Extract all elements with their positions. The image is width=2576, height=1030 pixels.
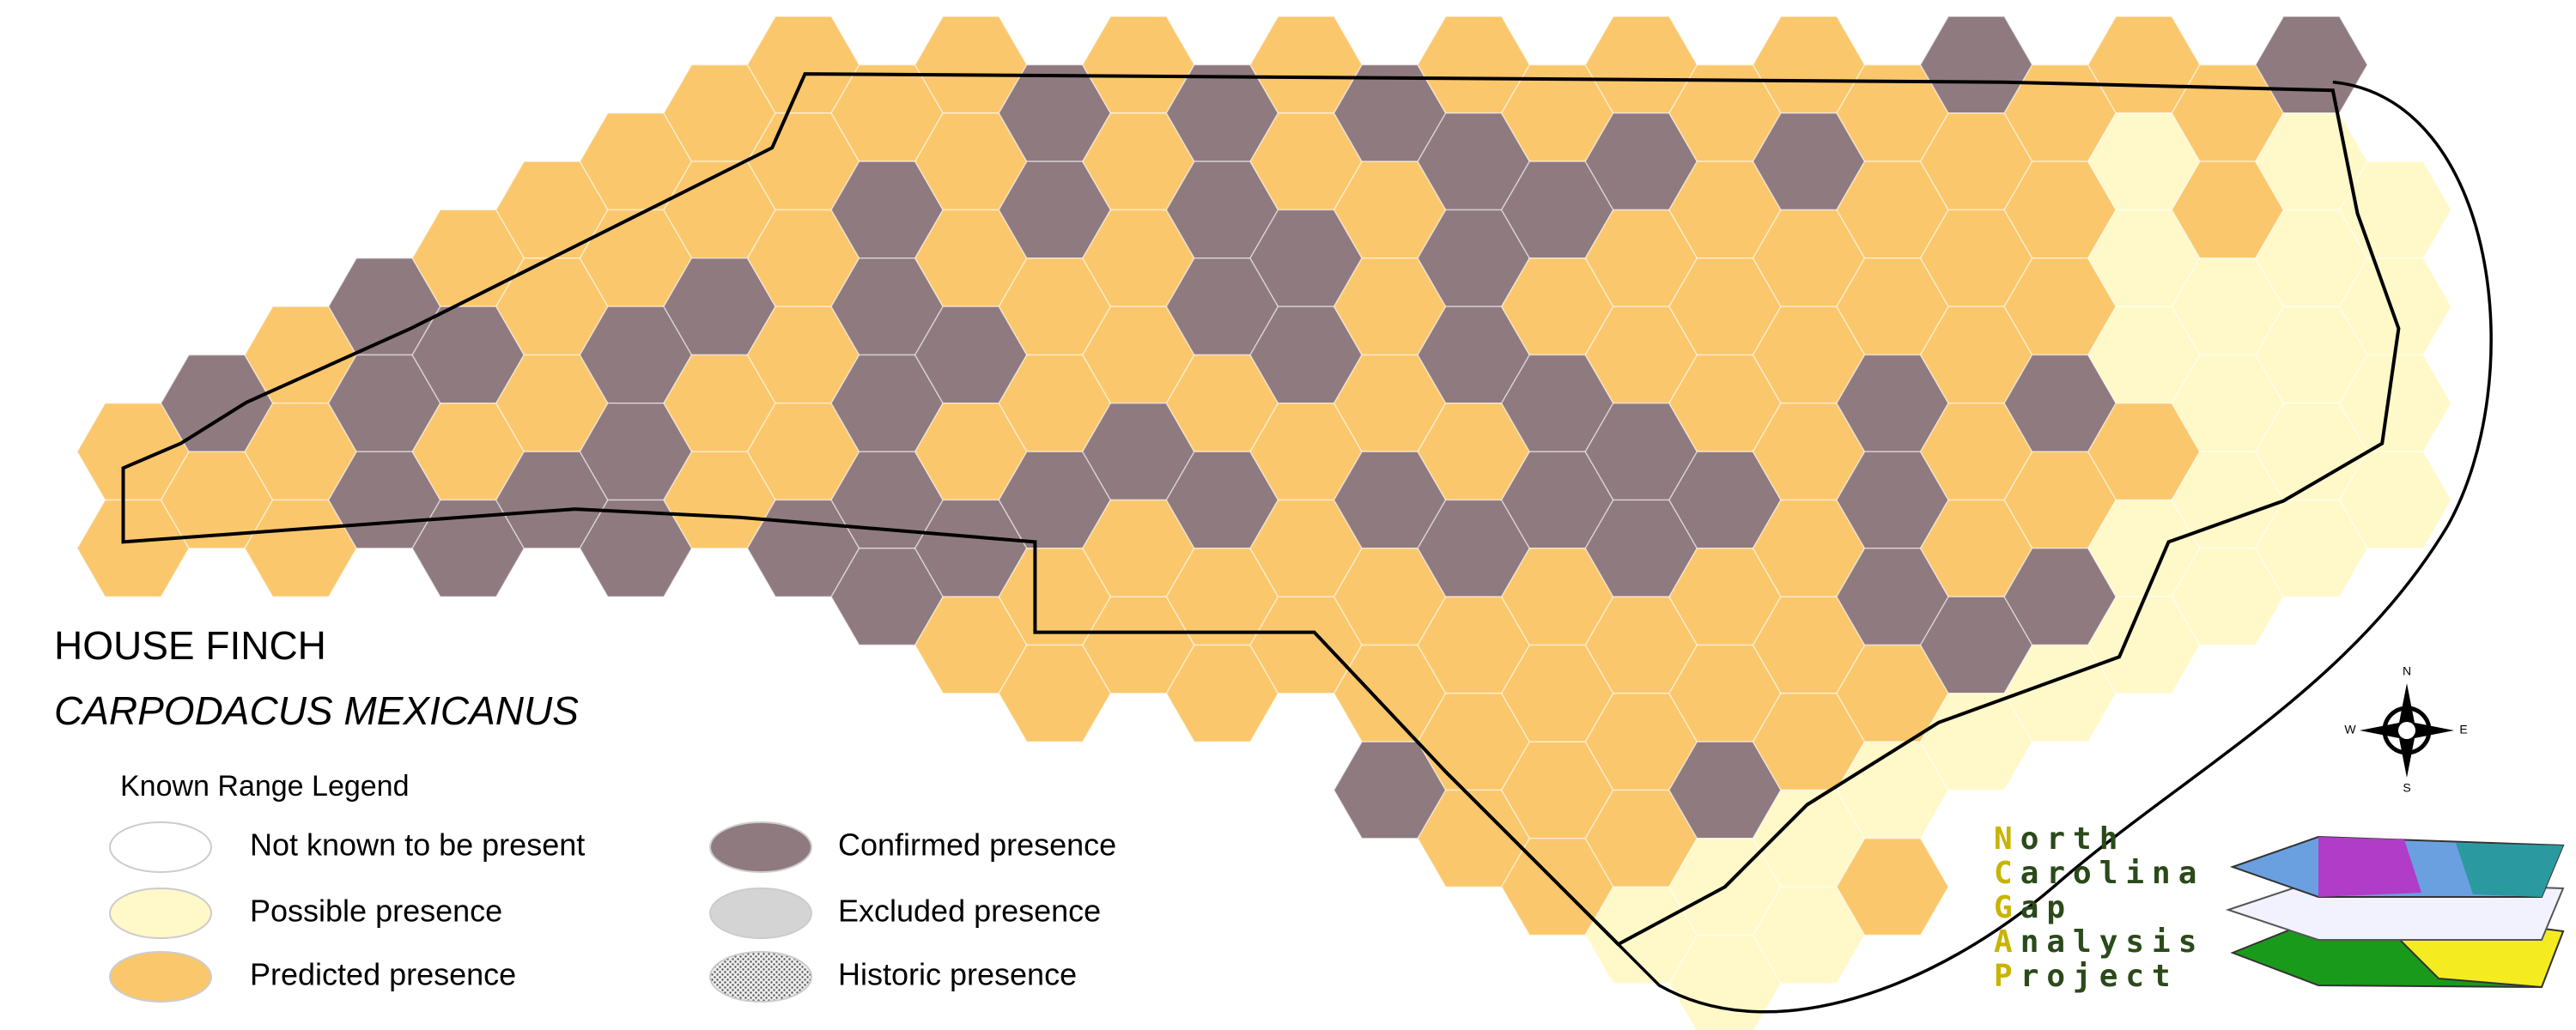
hex-grid <box>76 15 2452 1030</box>
legend-label: Predicted presence <box>250 957 516 992</box>
legend-swatch <box>709 951 812 1003</box>
logo-word: Carolina <box>1994 856 2205 891</box>
legend-swatch <box>109 951 212 1003</box>
logo-word: Gap <box>1994 890 2074 925</box>
legend-label: Excluded presence <box>838 894 1101 929</box>
logo-layer <box>2318 837 2421 897</box>
logo-word: Project <box>1994 959 2178 994</box>
hex-cell <box>1836 838 1949 936</box>
state-outline <box>121 72 2401 947</box>
compass-n: N <box>2403 664 2411 678</box>
logo-word: North <box>1994 821 2126 857</box>
legend-label: Not known to be present <box>250 827 585 863</box>
legend-label: Historic presence <box>838 957 1077 992</box>
offshore-boundary <box>1617 80 2493 1014</box>
compass: N S E W <box>2344 664 2467 795</box>
compass-w: W <box>2344 723 2356 736</box>
logo-graphic <box>2225 835 2565 989</box>
logo-layer <box>2456 843 2563 897</box>
legend-title: Known Range Legend <box>120 770 410 803</box>
compass-center <box>2398 722 2415 739</box>
legend-label: Possible presence <box>250 894 502 929</box>
legend: Not known to be present Possible presence… <box>109 821 1116 1003</box>
hex-cell <box>2338 451 2452 549</box>
compass-e: E <box>2459 723 2467 736</box>
legend-swatch <box>109 888 212 939</box>
legend-swatch <box>709 821 812 873</box>
legend-swatch <box>709 888 812 939</box>
subtitle: CARPODACUS MEXICANUS <box>54 688 579 733</box>
logo-word: Analysis <box>1994 924 2205 960</box>
compass-s: S <box>2403 781 2410 795</box>
legend-swatch <box>109 821 212 873</box>
title: HOUSE FINCH <box>54 623 326 668</box>
legend-label: Confirmed presence <box>838 827 1116 863</box>
